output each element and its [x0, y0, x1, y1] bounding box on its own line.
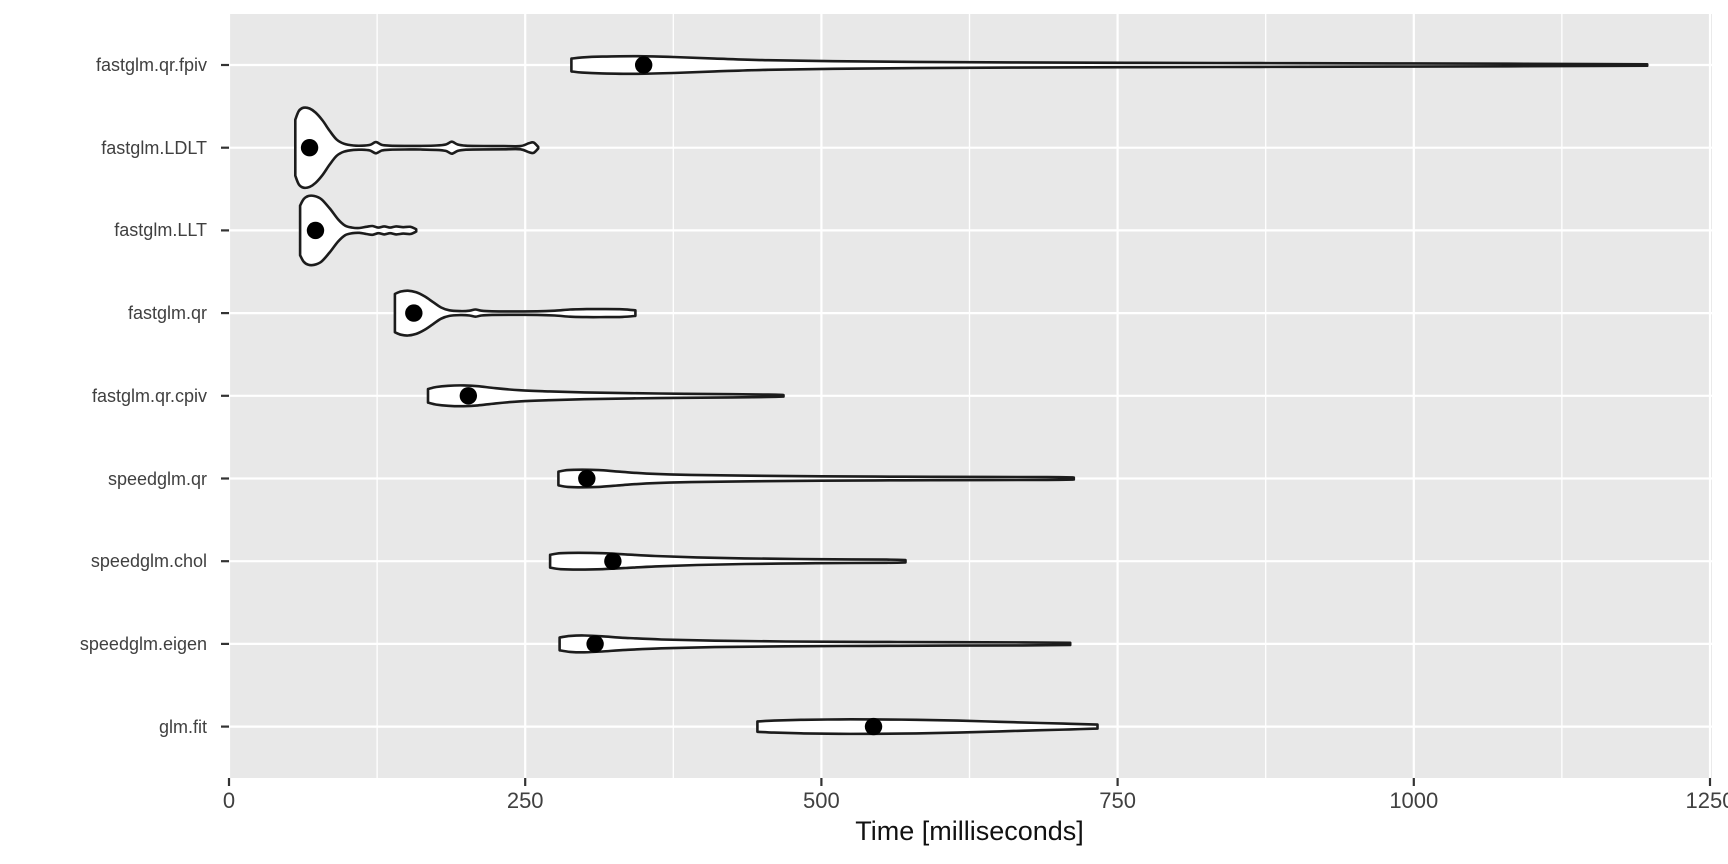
- y-tick-label-fastglm.qr: fastglm.qr: [127, 303, 207, 324]
- y-tick-label-speedglm.eigen: speedglm.eigen: [79, 633, 207, 654]
- violin-fastglm.qr.fpiv: [570, 54, 1649, 76]
- y-tick-label-fastglm.qr.cpiv: fastglm.qr.cpiv: [91, 385, 207, 406]
- violin-fastglm.qr: [393, 289, 637, 337]
- y-tick-label-glm.fit: glm.fit: [158, 716, 207, 737]
- x-axis-title: Time [milliseconds]: [855, 816, 1084, 846]
- y-tick-label-fastglm.qr.fpiv: fastglm.qr.fpiv: [95, 55, 207, 75]
- y-tick-label-speedglm.qr: speedglm.qr: [107, 468, 207, 489]
- median-point-speedglm.chol: [604, 552, 622, 570]
- median-point-fastglm.qr: [405, 304, 423, 322]
- violin-fastglm.LLT: [298, 194, 418, 267]
- violin-fastglm.qr.cpiv: [426, 384, 785, 408]
- y-tick-label-speedglm.chol: speedglm.chol: [90, 551, 207, 572]
- violin-glm.fit: [756, 718, 1099, 736]
- violin-fastglm.LDLT: [294, 106, 540, 190]
- x-tick-label-750: 750: [1099, 788, 1136, 813]
- x-tick-label-500: 500: [803, 788, 840, 813]
- violin-speedglm.eigen: [558, 634, 1072, 654]
- median-point-speedglm.eigen: [586, 635, 604, 653]
- median-point-fastglm.qr.cpiv: [459, 387, 478, 405]
- y-tick-label-fastglm.LDLT: fastglm.LDLT: [101, 137, 207, 158]
- median-point-speedglm.qr: [578, 469, 596, 488]
- y-tick-label-fastglm.LLT: fastglm.LLT: [114, 220, 207, 241]
- x-tick-label-1000: 1000: [1389, 788, 1439, 813]
- x-tick-label-1250: 1250: [1685, 788, 1728, 813]
- median-point-glm.fit: [864, 717, 883, 736]
- violin-speedglm.qr: [557, 468, 1076, 489]
- x-tick-label-250: 250: [506, 788, 544, 813]
- median-point-fastglm.LLT: [306, 221, 325, 240]
- x-tick-label-0: 0: [222, 788, 236, 813]
- median-point-fastglm.LDLT: [300, 139, 319, 157]
- median-point-fastglm.qr.fpiv: [634, 56, 653, 74]
